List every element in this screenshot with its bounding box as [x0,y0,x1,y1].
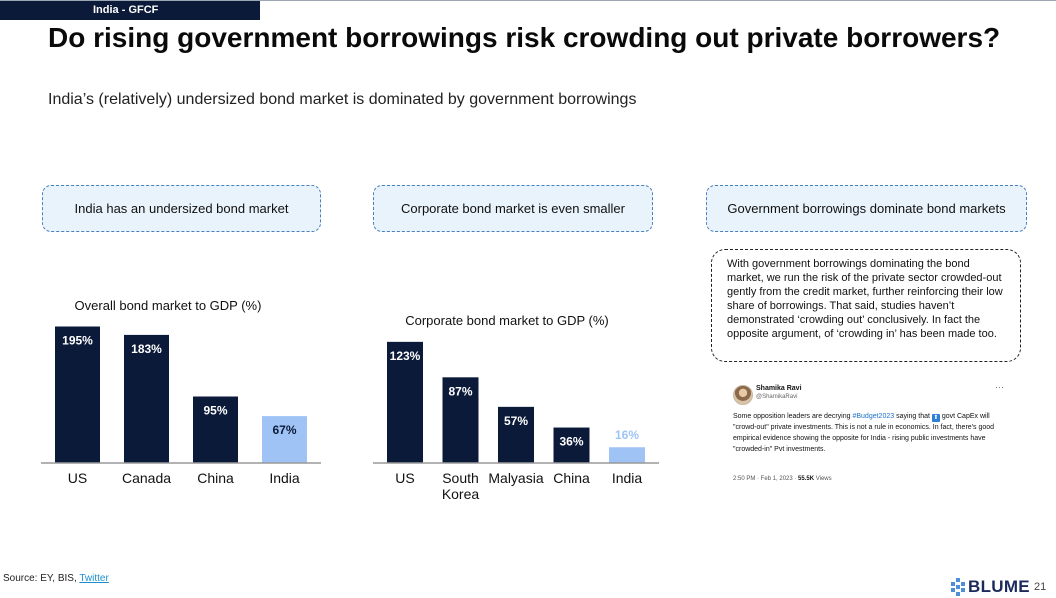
chart1-title: Overall bond market to GDP (%) [74,298,262,313]
x-tick-label: India [612,470,643,486]
top-rule [0,0,1056,1]
section-tag: India - GFCF [0,1,260,20]
page-title: Do rising government borrowings risk cro… [48,22,1001,53]
bar-us [387,341,423,463]
tweet-text-part: saying that [894,413,932,420]
bar-south-korea [442,377,479,463]
bar-india [609,447,645,463]
crowding-out-note: With government borrowings dominating th… [711,249,1021,362]
panel-label-govt-borrowings: Government borrowings dominate bond mark… [706,185,1027,232]
panel-label-bond-market: India has an undersized bond market [42,185,321,232]
blume-logo-icon [951,578,965,596]
bar-malyasia [498,406,534,463]
x-tick-label: US [395,470,414,486]
x-tick-label: US [68,470,87,486]
tweet-views-label: Views [814,476,832,482]
source-note: Source: EY, BIS, Twitter [3,573,109,584]
data-label: 36% [559,435,583,449]
tweet-author-name: Shamika Ravi [756,385,802,392]
tweet-hashtag[interactable]: #Budget2023 [852,413,895,420]
tweet-avatar [733,385,753,405]
tweet-text-part: govt CapEx will "crowd-out" private inve… [733,413,995,453]
x-tick-label: India [269,470,300,486]
x-tick-label: Korea [442,486,480,502]
data-label: 123% [390,349,421,363]
data-label: 95% [203,404,227,418]
bar-canada [124,334,169,463]
blume-logo: BLUME [950,576,1030,598]
source-twitter-link[interactable]: Twitter [79,573,109,584]
tweet-text: Some opposition leaders are decrying #Bu… [733,411,1008,455]
data-label: 183% [131,342,162,356]
x-tick-label: China [197,470,234,486]
tweet-timestamp: 2:50 PM · Feb 1, 2023 · [733,476,799,482]
data-label: 195% [62,334,93,348]
tweet-author-handle: @ShamikaRavi [756,394,798,400]
more-options-icon[interactable]: ··· [995,382,1004,392]
embedded-tweet: Shamika Ravi @ShamikaRavi ··· Some oppos… [724,380,1014,490]
bar-india [262,416,307,463]
source-text: Source: EY, BIS, [3,573,80,584]
data-label: 57% [504,414,528,428]
bar-china [193,396,238,463]
chart2-title: Corporate bond market to GDP (%) [405,313,609,328]
data-label: 87% [448,384,472,398]
x-tick-label: South [442,470,479,486]
data-label: 67% [272,423,296,437]
x-tick-label: China [553,470,590,486]
tweet-text-part: Some opposition leaders are decrying [733,413,853,420]
bar-us [55,326,100,463]
blume-logo-text: BLUME [968,577,1030,596]
up-arrow-emoji-icon: ⬆ [931,414,940,422]
x-tick-label: Malyasia [488,470,543,486]
bar-china [553,427,590,463]
panel-label-corporate-bonds: Corporate bond market is even smaller [373,185,653,232]
tweet-meta: 2:50 PM · Feb 1, 2023 · 55.5K Views [733,476,832,482]
x-tick-label: Canada [122,470,171,486]
page-subtitle: India’s (relatively) undersized bond mar… [48,91,637,108]
page-number: 21 [1034,581,1047,593]
tweet-views-count: 55.5K [798,476,815,482]
data-label: 16% [615,428,639,442]
